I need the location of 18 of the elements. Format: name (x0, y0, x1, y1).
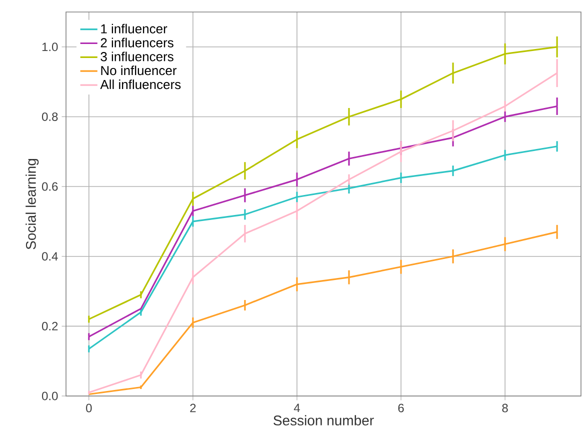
y-tick-label: 0.8 (42, 112, 58, 121)
y-axis-title: Social learning (26, 159, 39, 250)
y-tick-label: 0.4 (42, 252, 58, 261)
x-tick-label: 0 (86, 404, 92, 412)
legend-label: No influencer (101, 66, 177, 76)
x-tick-label: 2 (190, 404, 196, 412)
y-tick-label: 0.2 (42, 322, 58, 330)
x-tick-label: 8 (502, 404, 508, 412)
legend-label: 2 influencers (100, 38, 174, 48)
x-tick-label: 4 (294, 404, 300, 412)
x-axis-title: Session number (274, 415, 374, 426)
y-tick-label: 1.0 (42, 42, 58, 52)
y-tick-label: 0.0 (42, 392, 58, 400)
legend-label: All influencers (100, 80, 181, 90)
legend-label: 1 influencer (101, 24, 168, 34)
x-tick-label: 6 (398, 404, 404, 412)
y-tick-label: 0.6 (42, 182, 58, 191)
legend-label: 3 influencers (100, 52, 174, 62)
